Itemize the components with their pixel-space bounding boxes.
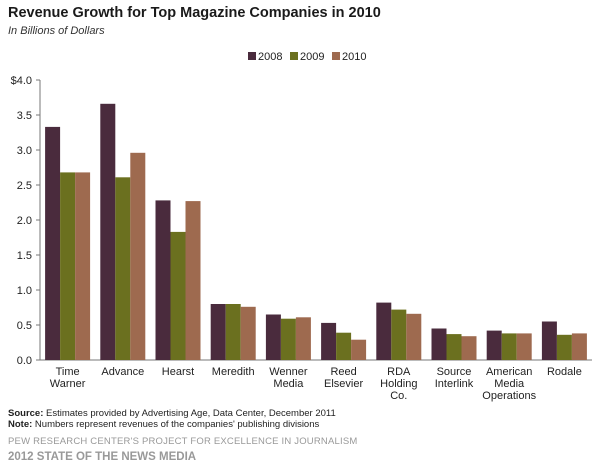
x-tick-label: Interlink <box>435 378 474 390</box>
bar-2009 <box>115 177 131 360</box>
bar-2010 <box>571 333 587 360</box>
legend-label-2008: 2008 <box>258 51 282 63</box>
legend-swatch-2010 <box>332 52 340 60</box>
y-tick-label: 2.5 <box>17 180 32 192</box>
bar-2010 <box>406 313 422 360</box>
bar-2008 <box>210 304 226 360</box>
x-tick-label: Wenner <box>269 366 308 378</box>
bar-2009 <box>336 332 352 360</box>
x-tick-label: Reed <box>330 366 356 378</box>
bar-2010 <box>516 333 532 360</box>
bar-2009 <box>60 172 76 360</box>
bar-2008 <box>321 322 337 360</box>
x-tick-label: Media <box>273 378 304 390</box>
bar-2008 <box>155 200 171 360</box>
y-tick-label: 1.0 <box>17 285 32 297</box>
bar-2010 <box>461 336 477 360</box>
bar-2008 <box>45 126 61 361</box>
x-tick-label: Elsevier <box>324 378 363 390</box>
bar-2009 <box>391 309 407 360</box>
y-tick-label: 0.5 <box>17 320 32 332</box>
legend-label-2010: 2010 <box>342 51 366 63</box>
bar-2008 <box>486 330 502 360</box>
organization-credit: PEW RESEARCH CENTER'S PROJECT FOR EXCELL… <box>8 436 358 447</box>
legend-label-2009: 2009 <box>300 51 324 63</box>
bar-2008 <box>431 328 447 360</box>
y-tick-label: 0.0 <box>17 355 32 367</box>
bar-2010 <box>240 306 256 360</box>
x-tick-label: Rodale <box>547 366 582 378</box>
bar-2010 <box>185 201 201 360</box>
chart-notes: Source: Estimates provided by Advertisin… <box>8 408 336 430</box>
note-line: Note: Numbers represent revenues of the … <box>8 419 336 430</box>
x-tick-label: Hearst <box>162 366 194 378</box>
note-text: Numbers represent revenues of the compan… <box>32 419 320 430</box>
bar-2010 <box>130 152 146 360</box>
x-tick-label: Co. <box>390 390 407 402</box>
bar-2008 <box>265 314 281 360</box>
chart-subtitle: In Billions of Dollars <box>8 25 105 37</box>
legend-swatch-2009 <box>290 52 298 60</box>
bar-2009 <box>225 304 241 360</box>
x-tick-label: Advance <box>101 366 144 378</box>
bar-2009 <box>446 334 462 360</box>
x-tick-label: RDA <box>387 366 411 378</box>
legend-swatch-2008 <box>248 52 256 60</box>
chart-title: Revenue Growth for Top Magazine Companie… <box>8 5 381 21</box>
note-label: Note: <box>8 419 33 430</box>
bar-chart: 2008 2009 2010 0.0 0.5 1.0 1.5 2.0 2.5 3.0 3.5 $4.0… <box>11 51 592 402</box>
x-tick-label: Warner <box>50 378 86 390</box>
bar-2010 <box>295 317 311 360</box>
x-tick-label: Meredith <box>212 366 255 378</box>
x-tick-label: Media <box>494 378 525 390</box>
y-tick-label: 2.0 <box>17 215 32 227</box>
bar-2010 <box>75 172 91 360</box>
bar-2008 <box>541 321 557 360</box>
x-tick-label: American <box>486 366 532 378</box>
x-tick-label: Time <box>56 366 80 378</box>
report-title: 2012 STATE OF THE NEWS MEDIA <box>8 451 197 463</box>
y-tick-label: 3.5 <box>17 110 32 122</box>
bar-2009 <box>170 231 186 360</box>
source-text: Estimates provided by Advertising Age, D… <box>43 408 336 419</box>
y-tick-label: 3.0 <box>17 145 32 157</box>
bar-2008 <box>376 302 392 360</box>
x-tick-label: Operations <box>482 390 536 402</box>
x-tick-label: Holding <box>380 378 417 390</box>
source-line: Source: Estimates provided by Advertisin… <box>8 408 336 419</box>
x-tick-label: Source <box>437 366 472 378</box>
y-tick-label: 1.5 <box>17 250 32 262</box>
bar-2008 <box>100 103 116 361</box>
y-tick-label: $4.0 <box>11 75 32 87</box>
bar-2010 <box>351 339 367 360</box>
bar-2009 <box>280 318 296 360</box>
bar-2009 <box>556 334 572 360</box>
bar-2009 <box>501 333 517 360</box>
source-label: Source: <box>8 408 44 419</box>
